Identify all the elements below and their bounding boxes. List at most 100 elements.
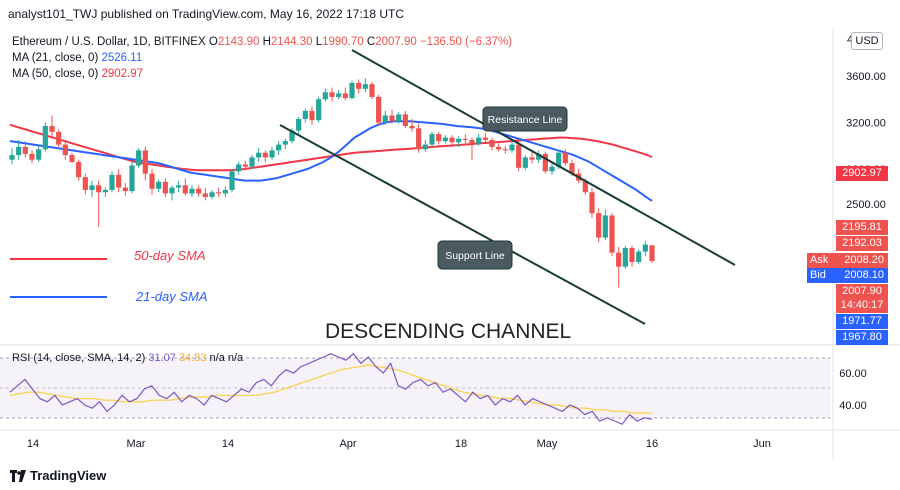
- candle: [276, 141, 282, 156]
- candle: [122, 182, 128, 196]
- candle: [382, 110, 388, 125]
- price-tick-label: 3600.00: [846, 71, 886, 83]
- candle: [22, 141, 28, 158]
- rsi-value: 31.07: [148, 352, 176, 364]
- high-label: H: [262, 36, 271, 48]
- open-label: O: [208, 36, 218, 48]
- candle: [549, 163, 555, 175]
- time-tick-label: 16: [646, 438, 658, 450]
- candle: [216, 187, 222, 197]
- price-tick-label: 2500.00: [846, 199, 886, 211]
- candle: [336, 89, 342, 100]
- candle: [196, 185, 202, 197]
- candle: [282, 138, 288, 150]
- candle: [56, 129, 62, 147]
- candle: [302, 108, 308, 123]
- candle: [189, 185, 195, 197]
- candle: [349, 80, 355, 100]
- candle: [542, 151, 548, 174]
- candle: [562, 149, 568, 166]
- candle: [496, 143, 502, 152]
- time-axis: 14 Mar 14 Apr 18 May 16 Jun: [27, 438, 771, 450]
- rsi-legend: RSI (14, close, SMA, 14, 2) 31.07 34.83 …: [12, 352, 243, 364]
- price-tag-ma50: 2902.97: [836, 166, 888, 181]
- candle: [9, 148, 15, 165]
- candle: [16, 139, 22, 160]
- price-tag-2: 2192.03: [836, 236, 888, 251]
- candle: [489, 137, 495, 151]
- candle: [636, 249, 642, 265]
- candle: [129, 162, 135, 194]
- candle: [389, 109, 395, 124]
- symbol-name: Ethereum / U.S. Dollar, 1D, BITFINEX: [12, 36, 206, 48]
- candle: [329, 87, 335, 102]
- candle: [102, 187, 108, 197]
- candle: [309, 106, 315, 125]
- candle: [436, 131, 442, 145]
- time-tick-label: 14: [222, 438, 234, 450]
- candle: [149, 169, 155, 195]
- support-label: Support Line: [445, 250, 505, 262]
- candle: [596, 208, 602, 243]
- candle: [376, 94, 382, 125]
- price-tag-1: 2195.81: [836, 220, 888, 235]
- candle: [96, 180, 102, 228]
- sma50-label: 50-day SMA: [134, 248, 206, 263]
- chart-area[interactable]: Resistance Line Support Line 50-day SMA …: [0, 28, 900, 460]
- candle: [509, 141, 515, 153]
- rsi-tick-label: 40.00: [839, 400, 867, 412]
- candle: [116, 169, 122, 193]
- candle: [182, 178, 188, 196]
- candle: [136, 148, 142, 168]
- support-callout: Support Line: [437, 240, 513, 270]
- ask-tag: Ask 2008.20: [807, 253, 888, 268]
- candle: [402, 110, 408, 129]
- candle: [342, 87, 348, 101]
- candle: [536, 150, 542, 164]
- candle: [529, 151, 535, 164]
- time-tick-label: May: [537, 438, 558, 450]
- candle: [502, 145, 508, 154]
- candle: [156, 179, 162, 193]
- published-info: analyst101_TWJ published on TradingView.…: [8, 7, 404, 21]
- price-tag-low1: 1971.77: [836, 314, 888, 329]
- rsi-sma-value: 34.83: [178, 352, 207, 364]
- currency-button[interactable]: USD: [851, 32, 883, 50]
- candle: [262, 150, 268, 163]
- candle: [629, 245, 635, 267]
- candle: [222, 186, 228, 197]
- candle: [176, 180, 182, 193]
- rsi-line: [9, 352, 653, 425]
- candle: [462, 134, 468, 144]
- rsi-axis: 60.00 40.00: [839, 368, 867, 412]
- last-price-tag: 2007.90: [836, 284, 888, 299]
- sma21-label: 21-day SMA: [135, 289, 208, 304]
- ma50-value: 2902.97: [101, 68, 144, 80]
- candle: [522, 155, 528, 171]
- candle: [82, 173, 88, 195]
- candlestick-chart[interactable]: Resistance Line Support Line 50-day SMA …: [0, 28, 900, 460]
- candle: [236, 162, 242, 175]
- bid-tag: Bid 2008.10: [807, 268, 888, 283]
- candle: [642, 241, 648, 257]
- time-tick-label: Apr: [339, 438, 356, 450]
- candle: [29, 150, 35, 164]
- candle: [649, 245, 655, 264]
- ma21-label: MA (21, close, 0): [12, 52, 99, 64]
- candle: [322, 88, 328, 102]
- change-value: −136.50 (−6.37%): [419, 36, 513, 48]
- candle: [456, 136, 462, 147]
- candle: [476, 134, 482, 146]
- close-label: C: [366, 36, 376, 48]
- time-tick-label: Mar: [127, 438, 146, 450]
- candle: [109, 171, 115, 193]
- candle: [169, 185, 175, 201]
- footer-brand: TradingView: [30, 468, 107, 483]
- candle: [62, 142, 68, 160]
- candle: [202, 187, 208, 201]
- top-bar: analyst101_TWJ published on TradingView.…: [0, 0, 900, 28]
- candle: [422, 139, 428, 152]
- candle: [36, 145, 42, 163]
- candle: [429, 131, 435, 147]
- resistance-line: [351, 49, 736, 266]
